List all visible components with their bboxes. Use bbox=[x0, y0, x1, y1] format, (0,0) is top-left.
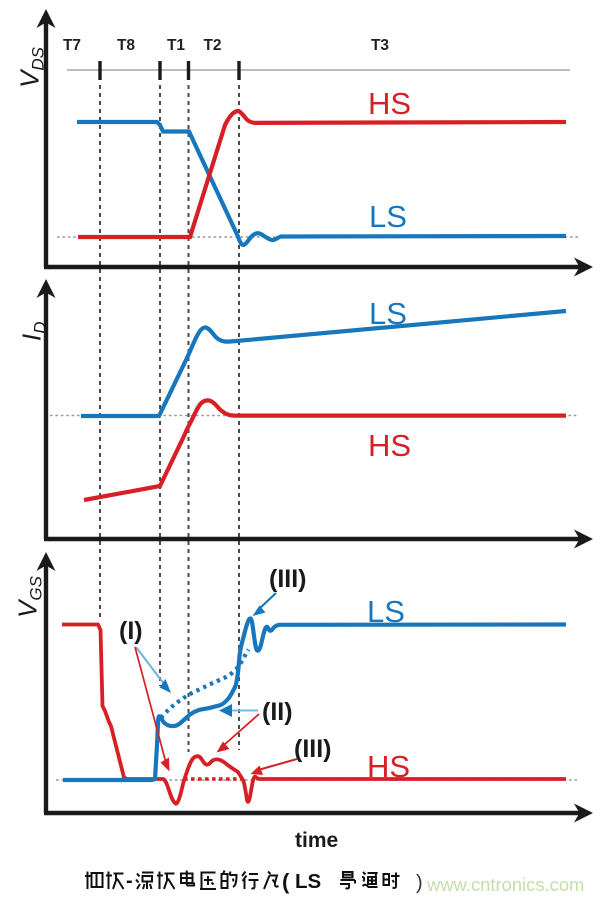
svg-text:LS: LS bbox=[369, 296, 407, 331]
svg-text:T8: T8 bbox=[117, 37, 135, 54]
svg-text:T2: T2 bbox=[203, 37, 221, 54]
svg-text:LS: LS bbox=[295, 870, 321, 893]
svg-text:(II): (II) bbox=[262, 698, 293, 726]
svg-text:T7: T7 bbox=[63, 37, 81, 54]
svg-text:LS: LS bbox=[367, 594, 405, 629]
svg-text:LS: LS bbox=[369, 199, 407, 234]
svg-text:(: ( bbox=[282, 869, 290, 894]
svg-text:time: time bbox=[295, 829, 338, 852]
svg-text:(III): (III) bbox=[269, 565, 307, 593]
svg-text:): ) bbox=[416, 872, 423, 894]
svg-text:HS: HS bbox=[367, 749, 410, 784]
svg-text:(III): (III) bbox=[294, 735, 332, 763]
svg-text:-: - bbox=[126, 870, 133, 892]
svg-text:(I): (I) bbox=[119, 617, 143, 645]
svg-text:HS: HS bbox=[368, 428, 411, 463]
svg-text:www.cntronics.com: www.cntronics.com bbox=[426, 874, 584, 895]
svg-text:HS: HS bbox=[368, 86, 411, 121]
svg-text:T3: T3 bbox=[371, 37, 389, 54]
svg-text:T1: T1 bbox=[167, 37, 185, 54]
